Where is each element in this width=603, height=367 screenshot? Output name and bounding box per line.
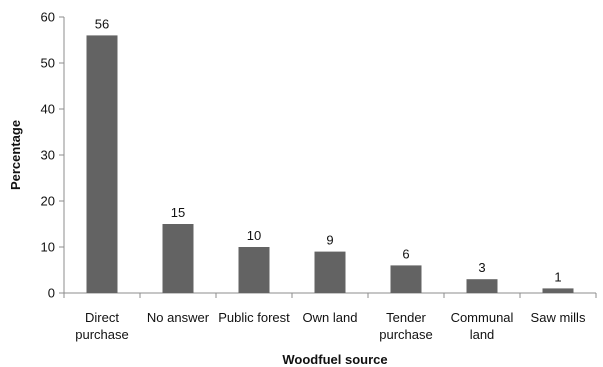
y-axis-ticks: 0 10 20 30 40 50 60 — [41, 10, 64, 301]
y-tick-label: 20 — [41, 194, 55, 209]
x-tick-label: Saw mills — [531, 310, 586, 325]
bar — [162, 224, 194, 293]
bar — [542, 288, 574, 293]
x-axis-title: Woodfuel source — [282, 352, 387, 367]
data-label: 6 — [402, 246, 409, 261]
data-label: 56 — [95, 16, 109, 31]
bar — [390, 265, 422, 293]
bar — [86, 35, 118, 294]
x-tick-label: Own land — [303, 310, 358, 325]
x-tick-label: Communal land — [451, 310, 514, 342]
y-tick-label: 50 — [41, 56, 55, 71]
data-label: 1 — [554, 269, 561, 284]
y-axis-title: Percentage — [8, 120, 23, 190]
y-tick-label: 10 — [41, 240, 55, 255]
data-label: 10 — [247, 228, 261, 243]
bar — [238, 247, 270, 293]
x-tick-label: Tender purchase — [379, 310, 432, 342]
y-tick-label: 0 — [48, 286, 55, 301]
x-tick-label: Direct purchase — [75, 310, 128, 342]
y-tick-label: 30 — [41, 148, 55, 163]
y-tick-label: 40 — [41, 102, 55, 117]
x-tick-label: No answer — [147, 310, 210, 325]
data-label: 15 — [171, 205, 185, 220]
x-tick-label: Public forest — [218, 310, 290, 325]
data-label: 3 — [478, 260, 485, 275]
y-tick-label: 60 — [41, 10, 55, 25]
bars — [86, 35, 574, 294]
bar — [314, 251, 346, 293]
x-axis-ticks — [63, 293, 597, 298]
bar — [466, 279, 498, 293]
data-label: 9 — [326, 233, 333, 248]
data-labels: 56 15 10 9 6 3 1 — [95, 16, 562, 284]
x-axis-tick-labels: Direct purchase No answer Public forest Own … — [75, 310, 586, 342]
